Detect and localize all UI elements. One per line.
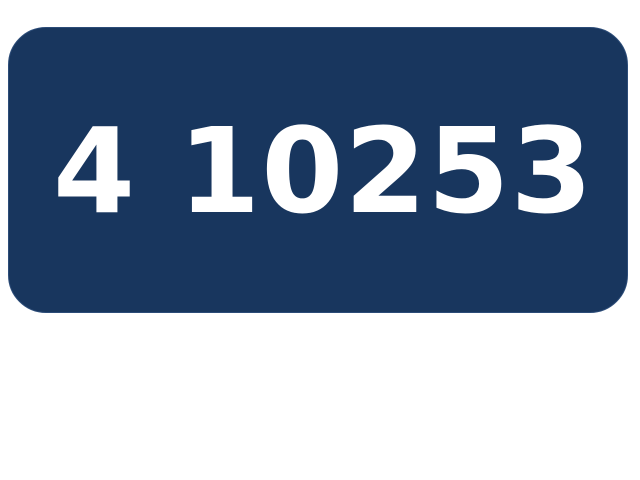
- number-value: 10253: [178, 102, 594, 240]
- number-card: [8, 27, 628, 313]
- number-display: 4 10253: [53, 106, 594, 236]
- number-prefix: 4: [53, 102, 137, 240]
